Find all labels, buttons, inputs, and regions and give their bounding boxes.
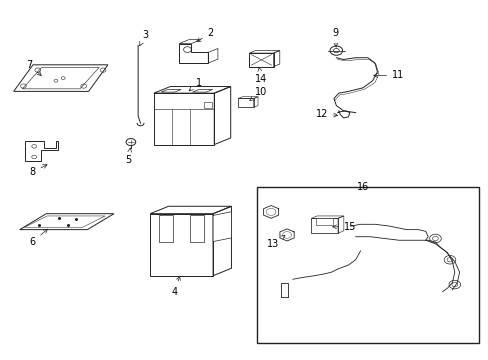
Text: 11: 11 <box>373 71 404 80</box>
Polygon shape <box>213 212 231 242</box>
Text: 6: 6 <box>30 229 47 247</box>
Text: 12: 12 <box>315 109 337 120</box>
Text: 2: 2 <box>196 28 213 42</box>
Bar <box>203 102 212 108</box>
Polygon shape <box>316 218 332 225</box>
Text: 13: 13 <box>267 235 285 249</box>
Polygon shape <box>159 215 173 242</box>
Bar <box>256 187 478 343</box>
Text: 8: 8 <box>30 165 47 177</box>
Polygon shape <box>161 89 181 92</box>
Text: 1: 1 <box>189 77 201 91</box>
Text: 5: 5 <box>125 148 131 165</box>
Text: 7: 7 <box>26 60 41 76</box>
Polygon shape <box>189 215 204 242</box>
Text: 10: 10 <box>249 87 267 101</box>
Text: 16: 16 <box>356 182 368 192</box>
Text: 15: 15 <box>332 222 355 232</box>
Text: 14: 14 <box>255 67 267 84</box>
Polygon shape <box>192 89 212 92</box>
Text: 4: 4 <box>171 276 180 297</box>
Text: 9: 9 <box>332 28 338 47</box>
Text: 3: 3 <box>140 30 148 46</box>
